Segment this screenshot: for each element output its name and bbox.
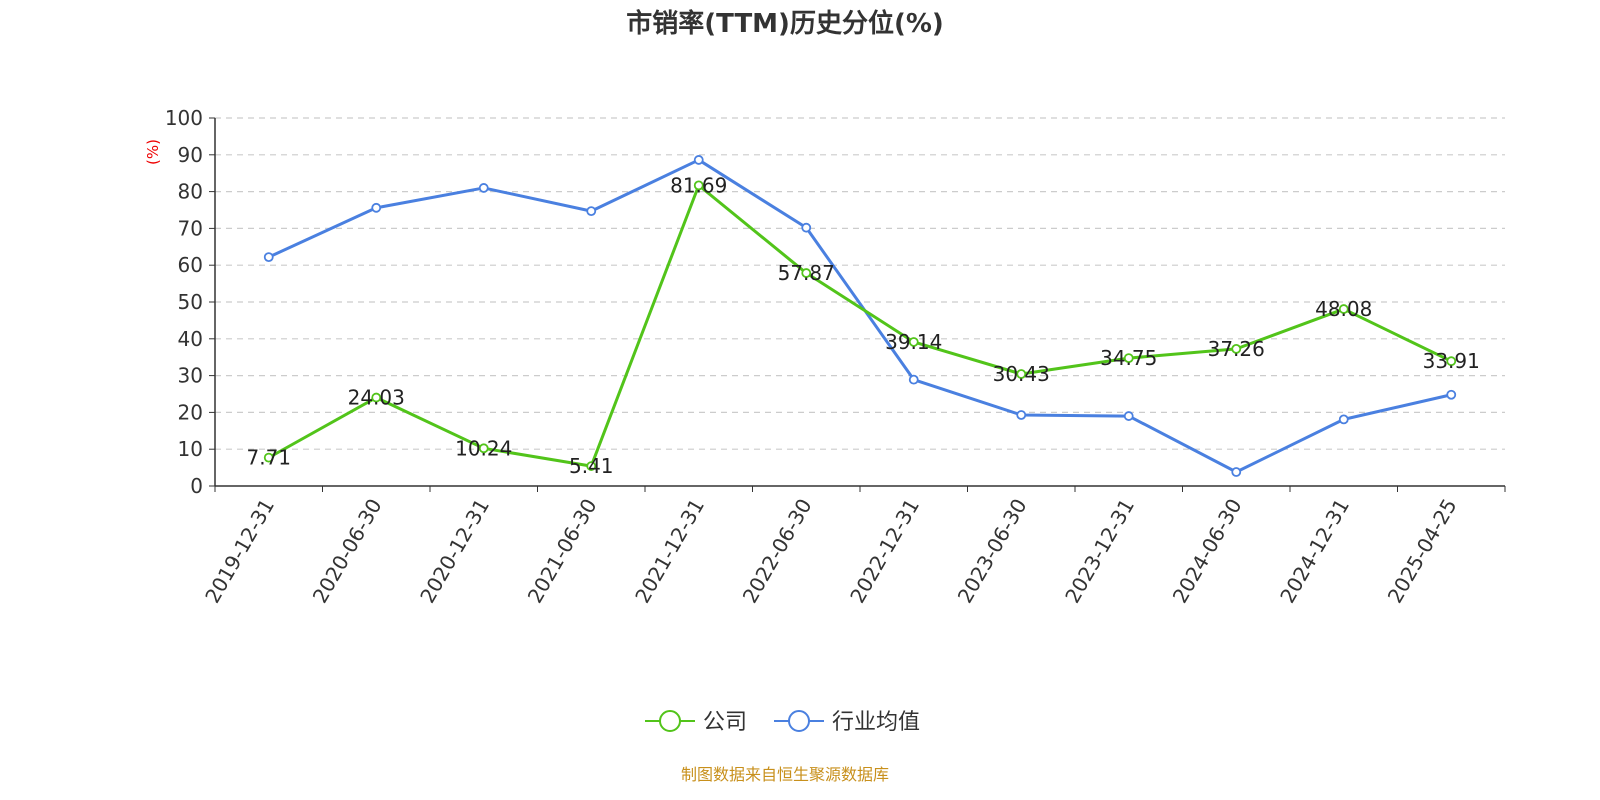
y-tick-label: 0: [190, 474, 203, 498]
x-tick-label: 2024-12-31: [1275, 495, 1354, 608]
y-tick-label: 50: [178, 290, 203, 314]
data-point: [1016, 410, 1027, 420]
data-label: 5.41: [569, 454, 614, 478]
y-tick-label: 100: [165, 106, 203, 130]
data-point: [1231, 467, 1242, 477]
data-point: [1231, 343, 1242, 354]
data-point: [1446, 389, 1457, 400]
x-tick-label: 2020-12-31: [415, 495, 494, 608]
source-note: 制图数据来自恒生聚源数据库: [681, 765, 889, 784]
data-label: 37.26: [1208, 337, 1265, 361]
x-tick-label: 2020-06-30: [308, 495, 387, 608]
data-label: 10.24: [455, 436, 512, 460]
y-tick-label: 90: [178, 143, 203, 167]
data-label: 81.69: [670, 173, 727, 197]
data-point: [1446, 356, 1457, 367]
data-point: [1123, 353, 1134, 364]
y-tick-label: 10: [178, 437, 203, 461]
data-point: [371, 392, 382, 403]
data-point: [801, 268, 812, 278]
data-label: 30.43: [993, 362, 1050, 386]
y-tick-label: 70: [178, 216, 203, 240]
legend-label: 公司: [703, 710, 747, 735]
data-point: [478, 443, 489, 454]
legend-marker: [788, 710, 810, 732]
data-point: [801, 222, 812, 233]
x-tick-label: 2019-12-31: [200, 495, 279, 608]
data-point: [586, 461, 597, 471]
data-point: [908, 374, 919, 385]
x-tick-label: 2025-04-25: [1383, 495, 1462, 608]
x-tick-label: 2022-12-31: [845, 495, 924, 608]
y-tick-label: 40: [178, 327, 203, 351]
legend-marker: [659, 710, 681, 732]
series-line: [268, 158, 1452, 474]
data-label: 39.14: [885, 330, 942, 354]
data-label: 24.03: [348, 386, 405, 410]
x-tick-label: 2024-06-30: [1168, 495, 1247, 608]
data-point: [586, 206, 597, 217]
x-tick-label: 2022-06-30: [738, 495, 817, 608]
data-point: [1123, 411, 1134, 421]
x-tick-label: 2023-12-31: [1060, 495, 1139, 608]
data-label: 34.75: [1100, 346, 1157, 370]
data-point: [1338, 304, 1349, 314]
data-point: [478, 183, 489, 193]
legend-label: 行业均值: [832, 710, 920, 735]
chart-title: 市销率(TTM)历史分位(%): [626, 8, 944, 39]
data-point: [371, 202, 382, 213]
data-label: 7.71: [246, 446, 291, 470]
data-point: [1338, 414, 1349, 425]
data-label: 48.08: [1315, 297, 1372, 321]
data-label: 57.87: [778, 261, 835, 285]
data-point: [263, 452, 274, 463]
y-tick-label: 30: [178, 364, 203, 388]
y-tick-label: 20: [178, 400, 203, 424]
data-point: [693, 155, 704, 165]
data-point: [693, 180, 704, 191]
series-line: [268, 183, 1452, 468]
y-axis-label: (%): [144, 139, 162, 165]
data-label: 33.91: [1423, 349, 1480, 373]
y-tick-label: 60: [178, 253, 203, 277]
data-point: [1016, 369, 1027, 379]
x-tick-label: 2021-06-30: [523, 495, 602, 608]
x-tick-label: 2023-06-30: [953, 495, 1032, 608]
x-tick-label: 2021-12-31: [630, 495, 709, 608]
y-tick-label: 80: [178, 180, 203, 204]
data-point: [263, 252, 274, 263]
data-point: [908, 337, 919, 347]
